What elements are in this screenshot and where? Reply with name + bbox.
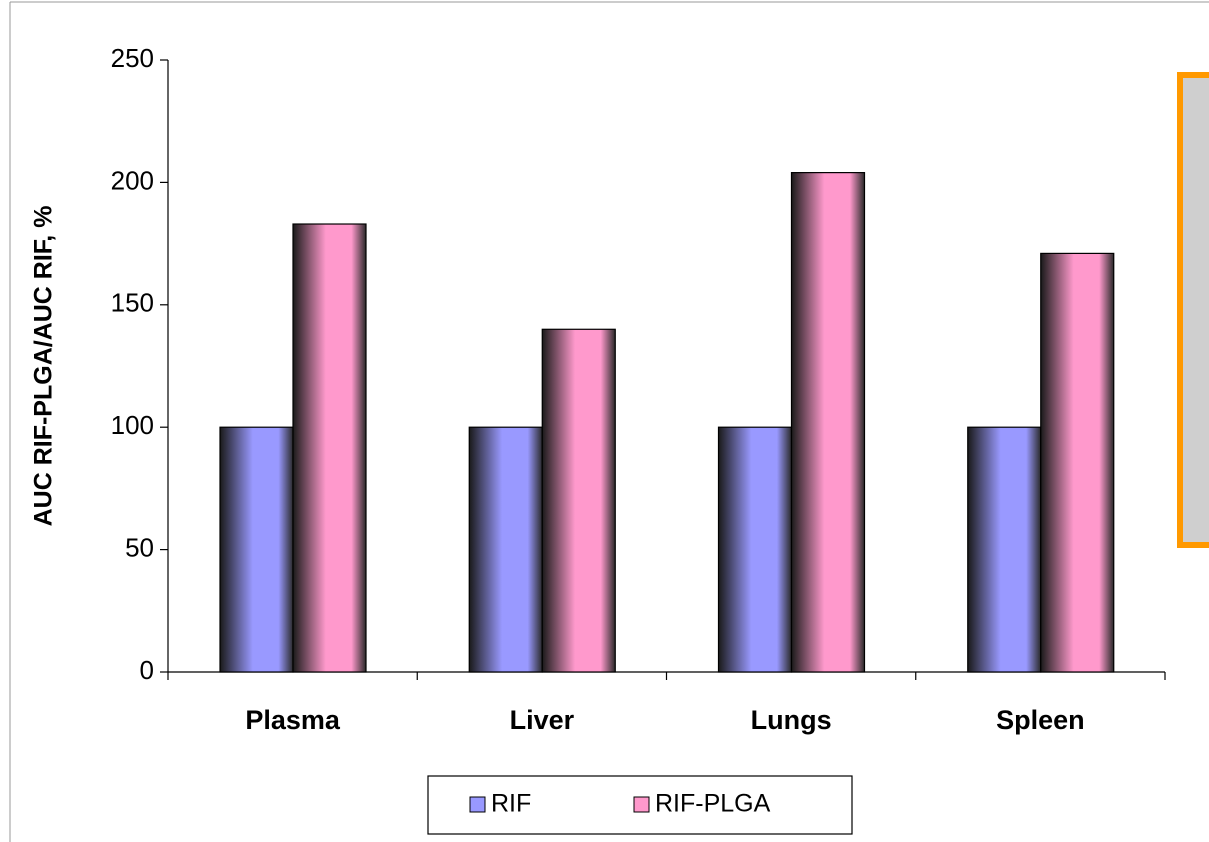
chart: AUC RIF-PLGA/AUC RIF, % 0 50 100 150 200 250 P… xyxy=(0,0,1209,842)
y-tick-label: 200 xyxy=(111,165,154,195)
y-axis-label: AUC RIF-PLGA/AUC RIF, % xyxy=(30,206,58,527)
legend-label: RIF-PLGA xyxy=(655,790,771,818)
x-tick-label: Spleen xyxy=(996,705,1085,735)
bar xyxy=(220,427,293,672)
bar xyxy=(719,427,792,672)
bar xyxy=(469,427,542,672)
y-tick-label: 50 xyxy=(125,532,154,562)
inset-image xyxy=(1180,75,1209,545)
y-tick-label: 250 xyxy=(111,43,154,73)
page: AUC RIF-PLGA/AUC RIF, % 0 50 100 150 200 250 P… xyxy=(0,0,1209,842)
x-tick-label: Lungs xyxy=(751,705,832,735)
bar xyxy=(542,329,615,672)
bar xyxy=(792,173,865,672)
bar xyxy=(293,224,366,672)
bar xyxy=(1041,253,1114,672)
y-tick-label: 150 xyxy=(111,288,154,318)
y-tick-label: 0 xyxy=(140,655,154,685)
x-tick-label: Plasma xyxy=(245,705,341,735)
bar xyxy=(968,427,1041,672)
y-tick-label: 100 xyxy=(111,410,154,440)
x-tick-label: Liver xyxy=(510,705,575,735)
legend-swatch xyxy=(470,797,485,812)
legend-swatch xyxy=(634,797,649,812)
legend-label: RIF xyxy=(491,790,531,818)
